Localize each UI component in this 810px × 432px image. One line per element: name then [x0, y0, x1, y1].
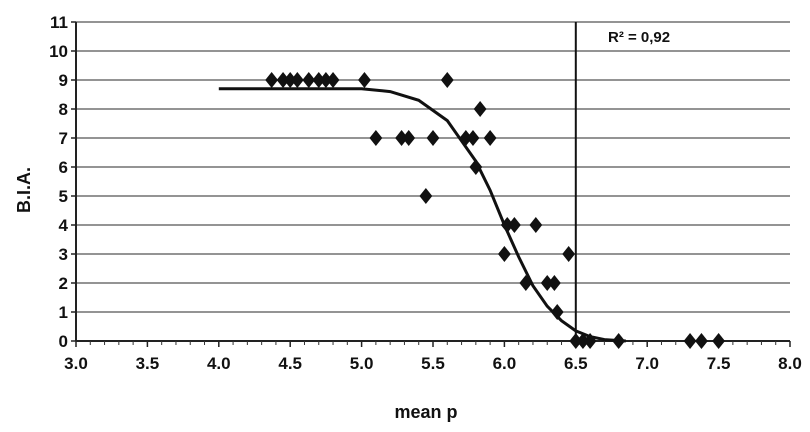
- data-point: [562, 246, 576, 262]
- x-tick-label: 5.5: [421, 354, 445, 373]
- fit-curve: [218, 87, 626, 343]
- y-tick-label: 4: [59, 216, 69, 235]
- data-point: [419, 188, 433, 204]
- data-point: [569, 333, 583, 349]
- y-tick-label: 1: [59, 303, 68, 322]
- data-point: [500, 217, 514, 233]
- x-tick-label: 7.5: [707, 354, 731, 373]
- x-tick-labels: 3.0 3.5 4.0 4.5 5.0 5.5 6.0 6.5 7.0 7.5 8.0: [64, 341, 802, 373]
- data-point: [612, 333, 626, 349]
- data-point: [483, 130, 497, 146]
- y-tick-label: 5: [59, 187, 68, 206]
- x-tick-label: 4.0: [207, 354, 231, 373]
- x-tick-label: 8.0: [778, 354, 802, 373]
- data-point: [469, 159, 483, 175]
- x-tick-label: 6.5: [564, 354, 588, 373]
- data-point: [695, 333, 708, 349]
- y-tick-label: 9: [59, 71, 68, 90]
- data-point: [369, 130, 383, 146]
- x-axis-title: mean p: [394, 402, 457, 422]
- data-point: [440, 72, 454, 88]
- data-point: [402, 130, 416, 146]
- data-point: [302, 72, 316, 88]
- data-point: [276, 72, 290, 88]
- data-point: [507, 217, 521, 233]
- data-point: [326, 72, 340, 88]
- data-point: [498, 246, 511, 262]
- x-tick-label: 3.0: [64, 354, 88, 373]
- y-tick-label: 7: [59, 129, 68, 148]
- x-tick-label: 5.0: [350, 354, 374, 373]
- data-point: [265, 72, 279, 88]
- y-tick-label: 0: [59, 332, 68, 351]
- y-tick-label: 2: [59, 274, 68, 293]
- x-tick-label: 6.0: [493, 354, 517, 373]
- y-axis-title: B.I.A.: [14, 167, 34, 213]
- data-point: [712, 333, 725, 349]
- r-squared-annotation: R² = 0,92: [608, 29, 670, 46]
- data-point: [550, 304, 564, 320]
- data-point: [290, 72, 304, 88]
- y-tick-label: 3: [59, 245, 68, 264]
- x-tick-label: 4.5: [278, 354, 302, 373]
- gridlines: [76, 21, 790, 313]
- y-tick-label: 8: [59, 100, 68, 119]
- data-point: [459, 130, 473, 146]
- data-point: [529, 217, 543, 233]
- data-point: [466, 130, 480, 146]
- data-point: [683, 333, 697, 349]
- data-point: [519, 275, 533, 291]
- data-points: [265, 72, 725, 349]
- axes: [75, 22, 790, 342]
- x-minor-ticks: [89, 341, 777, 345]
- data-point: [583, 333, 597, 349]
- data-point: [319, 72, 333, 88]
- y-tick-label: 6: [59, 158, 68, 177]
- data-point: [540, 275, 554, 291]
- x-tick-label: 7.0: [635, 354, 659, 373]
- data-point: [395, 130, 408, 146]
- data-point: [312, 72, 326, 88]
- data-point: [473, 101, 487, 117]
- y-tick-labels: 0 1 2 3 4 5 6 7 8 9 10 11: [49, 13, 76, 351]
- data-point: [547, 275, 561, 291]
- data-point: [426, 130, 440, 146]
- y-tick-label: 11: [50, 13, 68, 32]
- x-tick-label: 3.5: [136, 354, 160, 373]
- data-point: [283, 72, 297, 88]
- data-point: [576, 333, 590, 349]
- y-tick-label: 10: [49, 42, 68, 61]
- data-point: [358, 72, 371, 88]
